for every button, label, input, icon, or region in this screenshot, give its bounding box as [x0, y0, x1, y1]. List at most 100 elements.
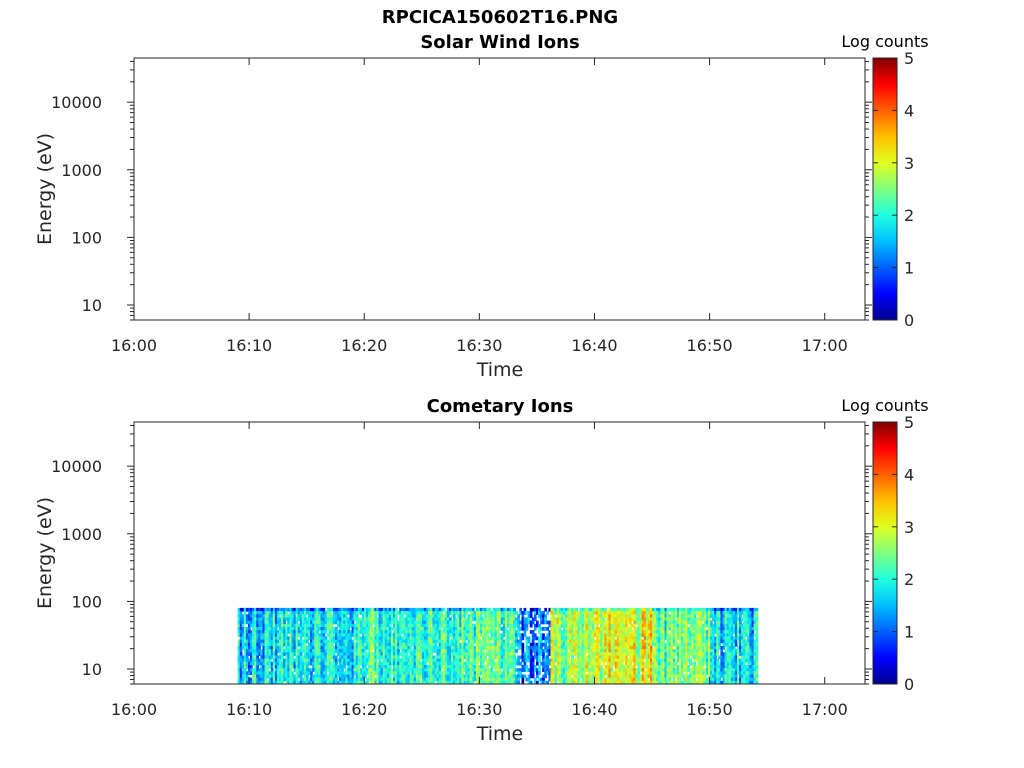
heatmap-cell [272, 677, 276, 682]
heatmap-cell [658, 614, 661, 618]
heatmap-cell [413, 674, 417, 679]
heatmap-cell [531, 658, 535, 663]
heatmap-cell [455, 611, 458, 615]
heatmap-cell [511, 639, 514, 644]
heatmap-cell [384, 623, 388, 628]
heatmap-cell [604, 611, 608, 615]
heatmap-cell [337, 633, 340, 637]
heatmap-cell [670, 639, 674, 644]
heatmap-cell [618, 668, 622, 672]
heatmap-cell [591, 614, 595, 618]
heatmap-cell [449, 617, 452, 622]
heatmap-cell [390, 627, 394, 631]
heatmap-cell [513, 611, 516, 615]
heatmap-cell [581, 630, 585, 634]
heatmap-cell [359, 642, 363, 647]
heatmap-cell [513, 658, 516, 663]
heatmap-cell [519, 636, 523, 641]
heatmap-cell [287, 658, 290, 663]
heatmap-cell [415, 646, 419, 650]
heatmap-cell [664, 630, 668, 634]
heatmap-cell [258, 658, 261, 663]
heatmap-cell [538, 655, 541, 660]
heatmap-cell [386, 646, 390, 650]
heatmap-cell [573, 671, 576, 675]
heatmap-cell [515, 668, 518, 672]
heatmap-cell [413, 639, 417, 644]
heatmap-cell [417, 614, 421, 618]
colorbar-tick-label: 1 [904, 259, 914, 278]
heatmap-cell [262, 636, 266, 641]
heatmap-cell [527, 649, 531, 653]
heatmap-cell [316, 636, 319, 641]
y-axis-label: Energy (eV) [34, 133, 56, 245]
heatmap-cell [643, 620, 647, 625]
heatmap-cell [359, 677, 363, 682]
heatmap-cell [652, 633, 655, 637]
heatmap-cell [660, 620, 663, 625]
heatmap-cell [674, 652, 678, 656]
colorbar [872, 57, 898, 321]
heatmap-cell [587, 677, 591, 682]
heatmap-cell [631, 623, 634, 628]
heatmap-cell [546, 639, 550, 644]
heatmap-cell [411, 633, 415, 637]
heatmap-cell [596, 642, 599, 647]
heatmap-cell [681, 611, 684, 615]
heatmap-cell [575, 623, 579, 628]
heatmap-cell [560, 671, 564, 675]
heatmap-cell [407, 623, 411, 628]
heatmap-cell [426, 607, 429, 612]
heatmap-cell [490, 680, 494, 685]
heatmap-cell [635, 642, 639, 647]
heatmap-cell [403, 617, 407, 622]
heatmap-cell [610, 627, 614, 631]
heatmap-cell [453, 617, 456, 622]
heatmap-cell [301, 639, 305, 644]
heatmap-cell [500, 649, 504, 653]
heatmap-cell [494, 627, 498, 631]
heatmap-cell [625, 661, 628, 666]
heatmap-cell [635, 633, 639, 637]
heatmap-cell [631, 646, 634, 650]
heatmap-cell [243, 652, 247, 656]
heatmap-cell [343, 614, 346, 618]
heatmap-cell [270, 630, 274, 634]
heatmap-cell [463, 642, 467, 647]
heatmap-cell [681, 636, 684, 641]
heatmap-cell [670, 607, 674, 612]
heatmap-cell [422, 623, 425, 628]
heatmap-cell [523, 661, 527, 666]
heatmap-cell [625, 652, 628, 656]
heatmap-cell [585, 633, 589, 637]
heatmap-cell [608, 671, 612, 675]
heatmap-cell [668, 646, 672, 650]
heatmap-cell [260, 665, 264, 669]
heatmap-cell [654, 665, 657, 669]
heatmap-cell [565, 630, 568, 634]
heatmap-cell [519, 668, 523, 672]
heatmap-cell [291, 620, 295, 625]
heatmap-cell [395, 655, 398, 660]
heatmap-cell [552, 671, 556, 675]
heatmap-cell [407, 611, 411, 615]
heatmap-cell [625, 671, 628, 675]
heatmap-cell [351, 607, 355, 612]
heatmap-cell [469, 655, 473, 660]
heatmap-cell [469, 642, 473, 647]
heatmap-cell [591, 674, 595, 679]
heatmap-cell [252, 611, 255, 615]
heatmap-cell [473, 623, 477, 628]
heatmap-cell [299, 623, 303, 628]
heatmap-cell [343, 623, 346, 628]
heatmap-cell [496, 623, 500, 628]
heatmap-cell [384, 617, 388, 622]
heatmap-cell [502, 620, 506, 625]
heatmap-cell [548, 658, 552, 663]
heatmap-cell [401, 617, 404, 622]
heatmap-cell [602, 680, 605, 685]
heatmap-cell [376, 671, 380, 675]
heatmap-cell [237, 617, 241, 622]
heatmap-cell [631, 658, 634, 663]
heatmap-cell [347, 611, 351, 615]
